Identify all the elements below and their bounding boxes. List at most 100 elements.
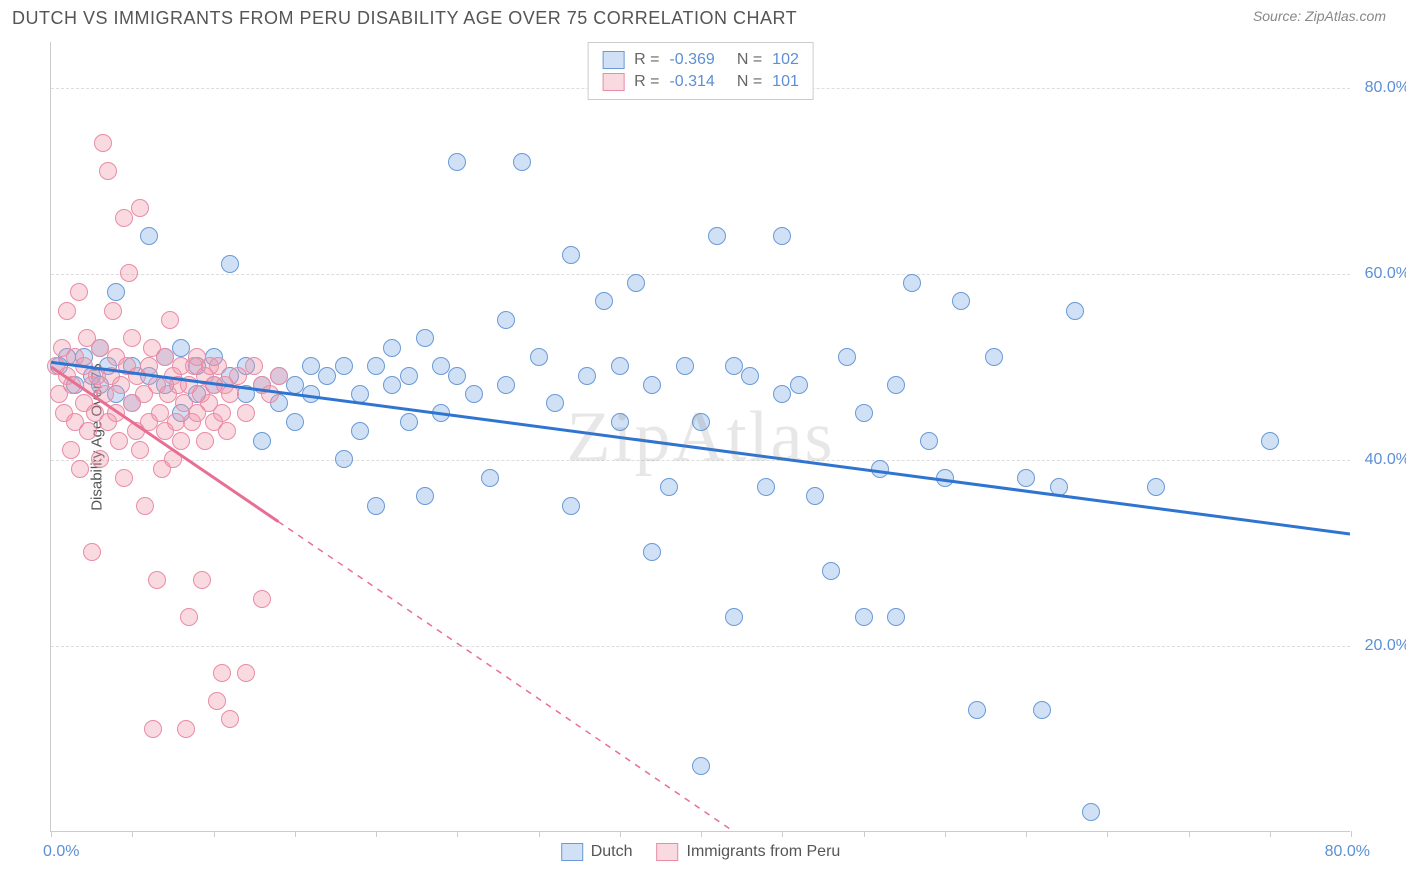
legend-swatch-dutch — [561, 843, 583, 861]
data-point — [91, 339, 109, 357]
x-tick — [1270, 831, 1271, 837]
data-point — [335, 450, 353, 468]
data-point — [416, 329, 434, 347]
x-tick — [295, 831, 296, 837]
data-point — [562, 246, 580, 264]
data-point — [465, 385, 483, 403]
data-point — [660, 478, 678, 496]
data-point — [920, 432, 938, 450]
legend-item-peru: Immigrants from Peru — [656, 843, 840, 861]
data-point — [530, 348, 548, 366]
data-point — [237, 664, 255, 682]
data-point — [887, 608, 905, 626]
data-point — [643, 376, 661, 394]
data-point — [221, 710, 239, 728]
data-point — [193, 571, 211, 589]
data-point — [71, 460, 89, 478]
data-point — [757, 478, 775, 496]
data-point — [497, 311, 515, 329]
data-point — [144, 720, 162, 738]
data-point — [627, 274, 645, 292]
data-point — [871, 460, 889, 478]
data-point — [83, 543, 101, 561]
data-point — [208, 692, 226, 710]
data-point — [773, 385, 791, 403]
data-point — [546, 394, 564, 412]
data-point — [161, 311, 179, 329]
stat-r-dutch: -0.369 — [669, 51, 714, 69]
data-point — [611, 357, 629, 375]
trend-line-extrapolated — [278, 522, 733, 831]
data-point — [221, 255, 239, 273]
stat-n-peru: 101 — [772, 73, 799, 91]
x-tick — [214, 831, 215, 837]
x-tick — [620, 831, 621, 837]
data-point — [107, 283, 125, 301]
y-tick-label: 40.0% — [1365, 451, 1406, 469]
x-tick — [51, 831, 52, 837]
data-point — [335, 357, 353, 375]
gridline — [51, 460, 1350, 461]
data-point — [253, 590, 271, 608]
data-point — [131, 441, 149, 459]
swatch-peru — [602, 73, 624, 91]
x-tick — [1026, 831, 1027, 837]
data-point — [513, 153, 531, 171]
data-point — [245, 357, 263, 375]
stat-r-label: R = — [634, 51, 659, 69]
data-point — [70, 283, 88, 301]
x-tick — [132, 831, 133, 837]
data-point — [140, 227, 158, 245]
data-point — [96, 385, 114, 403]
data-point — [63, 376, 81, 394]
y-tick-label: 80.0% — [1365, 79, 1406, 97]
data-point — [107, 404, 125, 422]
data-point — [237, 404, 255, 422]
data-point — [62, 441, 80, 459]
data-point — [218, 422, 236, 440]
data-point — [562, 497, 580, 515]
y-tick-label: 60.0% — [1365, 265, 1406, 283]
data-point — [968, 701, 986, 719]
gridline — [51, 274, 1350, 275]
data-point — [79, 422, 97, 440]
data-point — [952, 292, 970, 310]
data-point — [209, 357, 227, 375]
data-point — [1033, 701, 1051, 719]
chart-title: DUTCH VS IMMIGRANTS FROM PERU DISABILITY… — [12, 8, 797, 29]
data-point — [367, 357, 385, 375]
data-point — [448, 153, 466, 171]
correlation-stats-box: R = -0.369 N = 102 R = -0.314 N = 101 — [587, 42, 814, 100]
data-point — [94, 134, 112, 152]
series-legend: Dutch Immigrants from Peru — [561, 843, 841, 861]
data-point — [725, 608, 743, 626]
data-point — [448, 367, 466, 385]
data-point — [741, 367, 759, 385]
legend-item-dutch: Dutch — [561, 843, 633, 861]
data-point — [156, 348, 174, 366]
x-axis-min-label: 0.0% — [43, 843, 79, 861]
data-point — [172, 432, 190, 450]
data-point — [180, 608, 198, 626]
data-point — [725, 357, 743, 375]
data-point — [286, 376, 304, 394]
data-point — [903, 274, 921, 292]
data-point — [595, 292, 613, 310]
swatch-dutch — [602, 51, 624, 69]
data-point — [110, 432, 128, 450]
legend-swatch-peru — [656, 843, 678, 861]
gridline — [51, 646, 1350, 647]
data-point — [1066, 302, 1084, 320]
data-point — [123, 329, 141, 347]
data-point — [676, 357, 694, 375]
data-point — [855, 608, 873, 626]
data-point — [481, 469, 499, 487]
data-point — [855, 404, 873, 422]
data-point — [692, 413, 710, 431]
x-axis-max-label: 80.0% — [1325, 843, 1370, 861]
data-point — [253, 432, 271, 450]
data-point — [1147, 478, 1165, 496]
data-point — [131, 199, 149, 217]
stat-r-peru: -0.314 — [669, 73, 714, 91]
legend-label-peru: Immigrants from Peru — [686, 843, 840, 861]
